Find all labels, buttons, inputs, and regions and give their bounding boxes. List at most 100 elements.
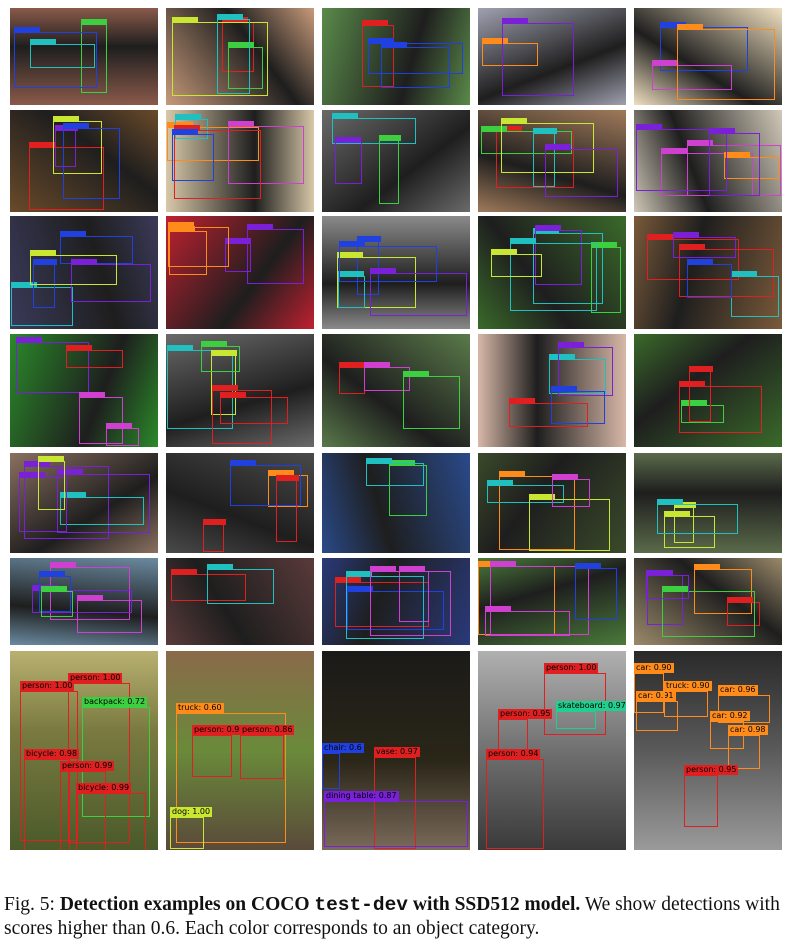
detection-box	[30, 250, 117, 285]
detection-box	[370, 566, 451, 636]
detection-box	[171, 569, 246, 601]
detection-box	[510, 238, 597, 311]
detection-box: car: 0.96	[718, 685, 770, 723]
detection-box	[39, 571, 71, 612]
detection-box	[217, 14, 250, 94]
detection-box	[71, 259, 151, 302]
thumbnail-photo	[166, 216, 314, 329]
detection-box: person: 0.95	[684, 765, 739, 827]
detection-label	[335, 577, 361, 583]
detection-box	[220, 392, 288, 424]
detection-thumbnail	[10, 558, 158, 645]
detection-label	[379, 135, 401, 141]
detection-box	[660, 22, 748, 71]
detection-box	[335, 137, 362, 184]
detection-label	[172, 17, 198, 23]
detection-box	[509, 398, 588, 427]
detection-box	[168, 222, 229, 267]
detection-box	[652, 60, 732, 90]
detection-label: car: 0.92	[710, 711, 750, 721]
detection-label	[660, 22, 686, 28]
detection-label	[71, 259, 97, 265]
detection-box	[19, 472, 67, 532]
thumbnail-photo	[322, 453, 470, 553]
caption-bold-2: with SSD512 model.	[412, 894, 581, 915]
detection-label	[366, 458, 392, 464]
detection-label	[687, 140, 713, 146]
detection-label	[381, 42, 407, 48]
detection-label	[225, 238, 251, 244]
detection-label	[81, 19, 107, 25]
detection-label	[502, 18, 528, 24]
detection-thumbnail	[322, 558, 470, 645]
detection-label	[549, 354, 575, 360]
detection-box	[347, 586, 444, 630]
detection-label	[39, 571, 65, 577]
detection-label	[338, 271, 364, 277]
detection-label	[167, 345, 193, 351]
detection-thumbnail	[166, 558, 314, 645]
detection-label	[357, 236, 381, 242]
detection-box	[33, 259, 57, 308]
detection-box	[646, 570, 689, 599]
detection-label	[724, 152, 750, 158]
detection-thumbnail	[166, 453, 314, 553]
detection-box	[228, 121, 304, 184]
detection-thumbnail	[478, 216, 626, 329]
detection-label	[347, 586, 373, 592]
caption-rest: We show detections with scores higher th…	[4, 894, 780, 939]
detection-label	[368, 38, 394, 44]
detection-box: truck: 0.90	[664, 681, 712, 717]
detection-box	[50, 562, 130, 620]
detection-thumbnail	[10, 453, 158, 553]
detection-label: truck: 0.90	[664, 681, 712, 691]
detection-box	[203, 519, 226, 552]
detection-box	[533, 228, 603, 304]
detection-box	[212, 385, 272, 444]
detection-label: person: 1.00	[20, 681, 75, 691]
detection-label	[646, 570, 672, 576]
detection-box	[487, 480, 564, 503]
detection-label: person: 0.95	[684, 765, 739, 775]
detection-box	[174, 125, 261, 199]
detection-box	[673, 232, 736, 258]
detection-label	[339, 362, 365, 368]
detection-box: person: 0.86	[240, 725, 295, 779]
detection-box	[332, 113, 416, 144]
detection-box	[535, 225, 582, 285]
detection-box	[364, 362, 410, 391]
detection-thumbnail	[634, 110, 782, 212]
detection-label: person: 0.99	[60, 761, 115, 771]
detection-label	[647, 234, 673, 240]
detection-label	[399, 566, 425, 572]
detection-box	[228, 42, 263, 89]
detection-label	[60, 231, 86, 237]
detection-box	[552, 474, 590, 507]
detection-label	[679, 381, 705, 387]
detection-label: person: 0.95	[498, 709, 553, 719]
detection-label: car: 0.98	[728, 725, 768, 735]
detection-box: person: 0.99	[60, 761, 115, 850]
detection-label	[370, 268, 396, 274]
detection-label	[171, 569, 197, 575]
detection-label	[247, 224, 273, 230]
detection-label: car: 0.91	[636, 691, 676, 701]
detection-label	[169, 226, 195, 232]
detection-box	[381, 42, 450, 88]
detection-label	[337, 252, 363, 258]
detection-box	[403, 371, 460, 429]
detection-label: truck: 0.60	[176, 703, 224, 713]
detection-label	[487, 480, 513, 486]
detection-box	[674, 502, 696, 543]
detection-box	[14, 27, 97, 88]
detection-label	[230, 460, 256, 466]
caption-fig-label: Fig. 5:	[4, 894, 55, 915]
thumbnail-photo	[322, 8, 470, 105]
thumbnail-photo	[634, 334, 782, 447]
detection-label	[53, 116, 79, 122]
detection-label	[533, 228, 559, 234]
detection-box	[276, 475, 299, 542]
detection-box	[485, 606, 570, 636]
detection-box	[53, 116, 102, 174]
detection-label: person: 0.93	[192, 725, 247, 735]
